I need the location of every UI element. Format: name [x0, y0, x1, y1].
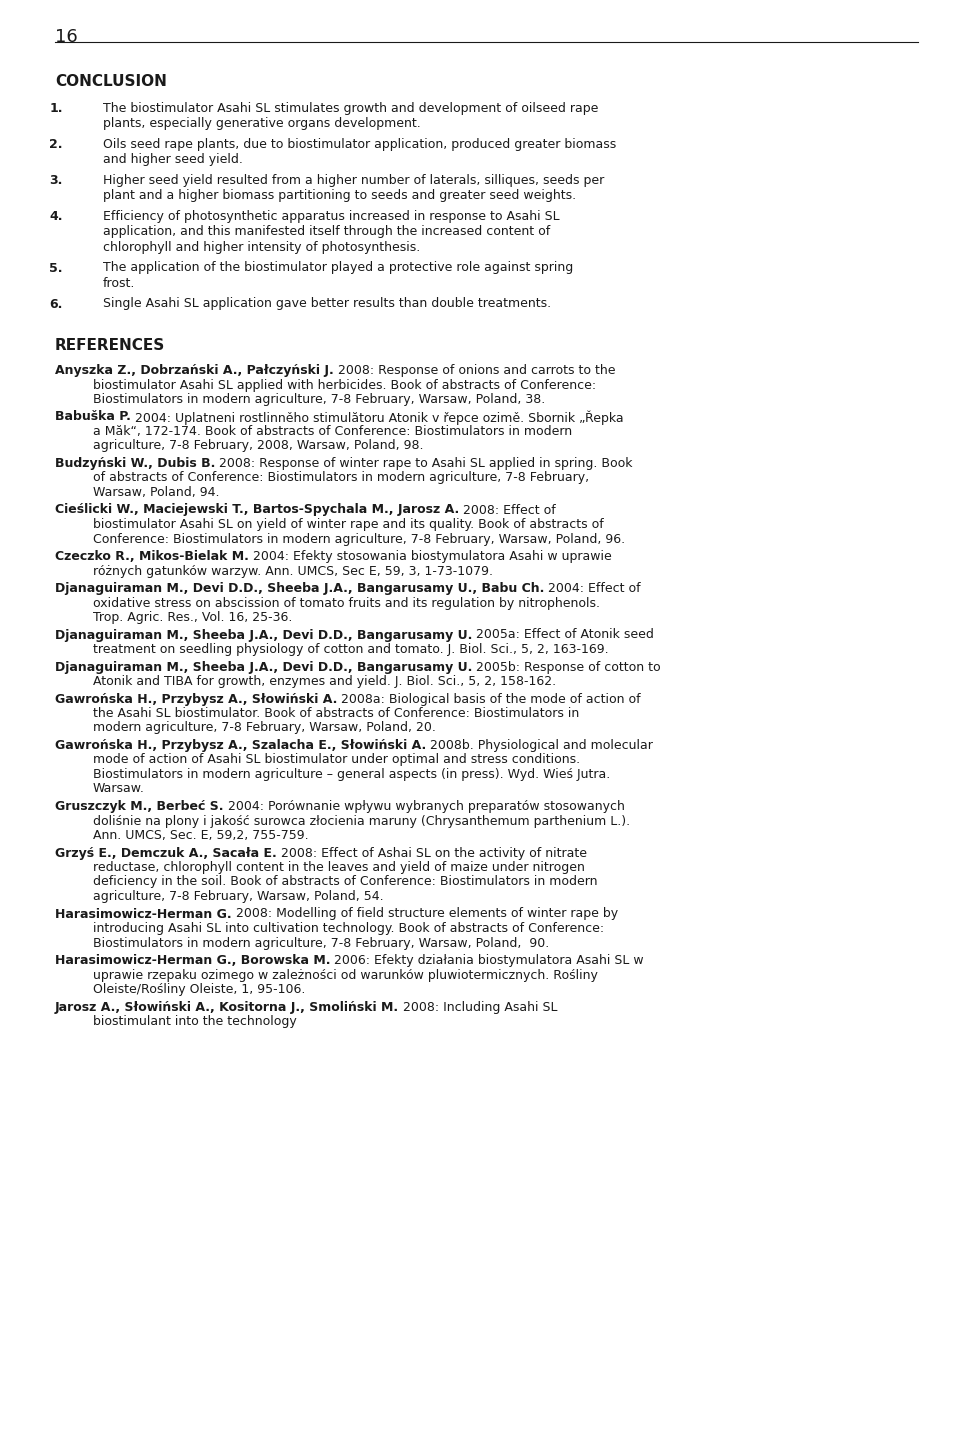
Text: Grzyś E., Demczuk A., Sacała E.: Grzyś E., Demczuk A., Sacała E. — [55, 846, 276, 860]
Text: The biostimulator Asahi SL stimulates growth and development of oilseed rape: The biostimulator Asahi SL stimulates gr… — [103, 101, 598, 114]
Text: Warsaw, Poland, 94.: Warsaw, Poland, 94. — [93, 486, 220, 499]
Text: frost.: frost. — [103, 276, 135, 289]
Text: Biostimulators in modern agriculture, 7-8 February, Warsaw, Poland,  90.: Biostimulators in modern agriculture, 7-… — [93, 936, 549, 949]
Text: doliśnie na plony i jakość surowca złocienia maruny (Chrysanthemum parthenium L.: doliśnie na plony i jakość surowca złoci… — [93, 815, 630, 828]
Text: 2008: Response of winter rape to Asahi SL applied in spring. Book: 2008: Response of winter rape to Asahi S… — [215, 457, 633, 470]
Text: Oleiste/Rośliny Oleiste, 1, 95-106.: Oleiste/Rośliny Oleiste, 1, 95-106. — [93, 983, 305, 996]
Text: 2008: Response of onions and carrots to the: 2008: Response of onions and carrots to … — [334, 365, 615, 378]
Text: Gawrońska H., Przybysz A., Szalacha E., Słowiński A.: Gawrońska H., Przybysz A., Szalacha E., … — [55, 739, 426, 752]
Text: introducing Asahi SL into cultivation technology. Book of abstracts of Conferenc: introducing Asahi SL into cultivation te… — [93, 922, 604, 935]
Text: Harasimowicz-Herman G., Borowska M.: Harasimowicz-Herman G., Borowska M. — [55, 954, 330, 967]
Text: Anyszka Z., Dobrzański A., Pałczyński J.: Anyszka Z., Dobrzański A., Pałczyński J. — [55, 365, 334, 378]
Text: 2008: Effect of Ashai SL on the activity of nitrate: 2008: Effect of Ashai SL on the activity… — [276, 846, 587, 860]
Text: Gruszczyk M., Berbeć S.: Gruszczyk M., Berbeć S. — [55, 800, 224, 813]
Text: modern agriculture, 7-8 February, Warsaw, Poland, 20.: modern agriculture, 7-8 February, Warsaw… — [93, 722, 436, 735]
Text: of abstracts of Conference: Biostimulators in modern agriculture, 7-8 February,: of abstracts of Conference: Biostimulato… — [93, 472, 589, 485]
Text: 6.: 6. — [50, 298, 63, 311]
Text: biostimulator Asahi SL on yield of winter rape and its quality. Book of abstract: biostimulator Asahi SL on yield of winte… — [93, 518, 604, 531]
Text: 2008b. Physiological and molecular: 2008b. Physiological and molecular — [426, 739, 653, 752]
Text: Oils seed rape plants, due to biostimulator application, produced greater biomas: Oils seed rape plants, due to biostimula… — [103, 137, 616, 150]
Text: deficiency in the soil. Book of abstracts of Conference: Biostimulators in moder: deficiency in the soil. Book of abstract… — [93, 875, 597, 888]
Text: 2006: Efekty działania biostymulatora Asahi SL w: 2006: Efekty działania biostymulatora As… — [330, 954, 644, 967]
Text: agriculture, 7-8 February, 2008, Warsaw, Poland, 98.: agriculture, 7-8 February, 2008, Warsaw,… — [93, 440, 423, 453]
Text: Cieślicki W., Maciejewski T., Bartos-Spychala M., Jarosz A.: Cieślicki W., Maciejewski T., Bartos-Spy… — [55, 504, 459, 517]
Text: Trop. Agric. Res., Vol. 16, 25-36.: Trop. Agric. Res., Vol. 16, 25-36. — [93, 611, 293, 624]
Text: CONCLUSION: CONCLUSION — [55, 74, 167, 90]
Text: 2.: 2. — [50, 137, 63, 150]
Text: 2005a: Effect of Atonik seed: 2005a: Effect of Atonik seed — [472, 628, 655, 641]
Text: 2008a: Biological basis of the mode of action of: 2008a: Biological basis of the mode of a… — [337, 693, 641, 706]
Text: 2004: Uplatneni rostlinněho stimulătoru Atonik v řepce ozimě. Sbornik „Řepka: 2004: Uplatneni rostlinněho stimulătoru … — [131, 411, 623, 425]
Text: 2008: Including Asahi SL: 2008: Including Asahi SL — [399, 1000, 558, 1013]
Text: agriculture, 7-8 February, Warsaw, Poland, 54.: agriculture, 7-8 February, Warsaw, Polan… — [93, 890, 384, 903]
Text: Jarosz A., Słowiński A., Kositorna J., Smoliński M.: Jarosz A., Słowiński A., Kositorna J., S… — [55, 1000, 399, 1013]
Text: 2008: Modelling of field structure elements of winter rape by: 2008: Modelling of field structure eleme… — [231, 907, 617, 920]
Text: Conference: Biostimulators in modern agriculture, 7-8 February, Warsaw, Poland, : Conference: Biostimulators in modern agr… — [93, 532, 625, 546]
Text: Biostimulators in modern agriculture – general aspects (in press). Wyd. Wieś Jut: Biostimulators in modern agriculture – g… — [93, 768, 611, 781]
Text: Budzyński W., Dubis B.: Budzyński W., Dubis B. — [55, 457, 215, 470]
Text: 2004: Porównanie wpływu wybranych preparatów stosowanych: 2004: Porównanie wpływu wybranych prepar… — [224, 800, 624, 813]
Text: Harasimowicz-Herman G.: Harasimowicz-Herman G. — [55, 907, 231, 920]
Text: reductase, chlorophyll content in the leaves and yield of maize under nitrogen: reductase, chlorophyll content in the le… — [93, 861, 585, 874]
Text: Atonik and TIBA for growth, enzymes and yield. J. Biol. Sci., 5, 2, 158-162.: Atonik and TIBA for growth, enzymes and … — [93, 674, 556, 687]
Text: treatment on seedling physiology of cotton and tomato. J. Biol. Sci., 5, 2, 163-: treatment on seedling physiology of cott… — [93, 642, 609, 655]
Text: 16: 16 — [55, 27, 78, 46]
Text: Djanaguiraman M., Devi D.D., Sheeba J.A., Bangarusamy U., Babu Ch.: Djanaguiraman M., Devi D.D., Sheeba J.A.… — [55, 582, 544, 595]
Text: biostimulant into the technology: biostimulant into the technology — [93, 1014, 297, 1027]
Text: the Asahi SL biostimulator. Book of abstracts of Conference: Biostimulators in: the Asahi SL biostimulator. Book of abst… — [93, 708, 579, 721]
Text: Ann. UMCS, Sec. E, 59,2, 755-759.: Ann. UMCS, Sec. E, 59,2, 755-759. — [93, 829, 308, 842]
Text: oxidative stress on abscission of tomato fruits and its regulation by nitropheno: oxidative stress on abscission of tomato… — [93, 596, 600, 609]
Text: różnych gatunków warzyw. Ann. UMCS, Sec E, 59, 3, 1-73-1079.: różnych gatunków warzyw. Ann. UMCS, Sec … — [93, 564, 493, 577]
Text: plants, especially generative organs development.: plants, especially generative organs dev… — [103, 117, 420, 130]
Text: 2004: Effect of: 2004: Effect of — [544, 582, 641, 595]
Text: Biostimulators in modern agriculture, 7-8 February, Warsaw, Poland, 38.: Biostimulators in modern agriculture, 7-… — [93, 394, 545, 407]
Text: Babuška P.: Babuška P. — [55, 411, 131, 424]
Text: uprawie rzepaku ozimego w zależności od warunków pluwiotermicznych. Rośliny: uprawie rzepaku ozimego w zależności od … — [93, 968, 598, 981]
Text: and higher seed yield.: and higher seed yield. — [103, 153, 243, 166]
Text: 2004: Efekty stosowania biostymulatora Asahi w uprawie: 2004: Efekty stosowania biostymulatora A… — [249, 550, 612, 563]
Text: plant and a higher biomass partitioning to seeds and greater seed weights.: plant and a higher biomass partitioning … — [103, 190, 576, 203]
Text: Single Asahi SL application gave better results than double treatments.: Single Asahi SL application gave better … — [103, 298, 551, 311]
Text: 1.: 1. — [50, 101, 63, 114]
Text: 5.: 5. — [50, 262, 63, 275]
Text: Djanaguiraman M., Sheeba J.A., Devi D.D., Bangarusamy U.: Djanaguiraman M., Sheeba J.A., Devi D.D.… — [55, 660, 472, 673]
Text: 4.: 4. — [50, 210, 63, 223]
Text: Warsaw.: Warsaw. — [93, 783, 145, 796]
Text: REFERENCES: REFERENCES — [55, 339, 165, 353]
Text: mode of action of Asahi SL biostimulator under optimal and stress conditions.: mode of action of Asahi SL biostimulator… — [93, 754, 580, 767]
Text: Djanaguiraman M., Sheeba J.A., Devi D.D., Bangarusamy U.: Djanaguiraman M., Sheeba J.A., Devi D.D.… — [55, 628, 472, 641]
Text: Higher seed yield resulted from a higher number of laterals, silliques, seeds pe: Higher seed yield resulted from a higher… — [103, 174, 604, 187]
Text: biostimulator Asahi SL applied with herbicides. Book of abstracts of Conference:: biostimulator Asahi SL applied with herb… — [93, 379, 596, 392]
Text: 2008: Effect of: 2008: Effect of — [459, 504, 556, 517]
Text: 2005b: Response of cotton to: 2005b: Response of cotton to — [472, 660, 661, 673]
Text: The application of the biostimulator played a protective role against spring: The application of the biostimulator pla… — [103, 262, 573, 275]
Text: 3.: 3. — [50, 174, 63, 187]
Text: Efficiency of photosynthetic apparatus increased in response to Asahi SL: Efficiency of photosynthetic apparatus i… — [103, 210, 560, 223]
Text: chlorophyll and higher intensity of photosynthesis.: chlorophyll and higher intensity of phot… — [103, 242, 420, 255]
Text: application, and this manifested itself through the increased content of: application, and this manifested itself … — [103, 226, 550, 239]
Text: a Măk“, 172-174. Book of abstracts of Conference: Biostimulators in modern: a Măk“, 172-174. Book of abstracts of Co… — [93, 425, 572, 438]
Text: Gawrońska H., Przybysz A., Słowiński A.: Gawrońska H., Przybysz A., Słowiński A. — [55, 693, 337, 706]
Text: Czeczko R., Mikos-Bielak M.: Czeczko R., Mikos-Bielak M. — [55, 550, 249, 563]
